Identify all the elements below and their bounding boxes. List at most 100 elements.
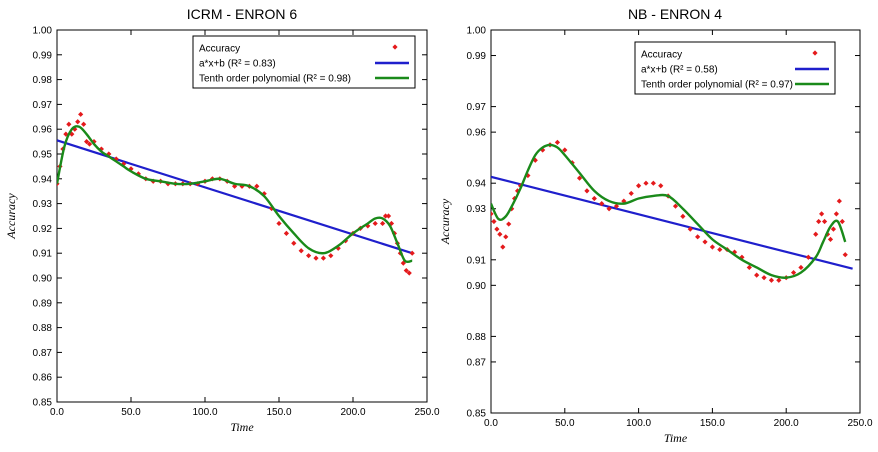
accuracy-point xyxy=(382,213,389,219)
accuracy-point xyxy=(687,226,693,232)
accuracy-point xyxy=(306,253,312,259)
accuracy-point xyxy=(813,231,819,237)
y-tick-label: 0.93 xyxy=(467,204,487,215)
polynomial-fit-line xyxy=(57,125,413,264)
x-tick-label: 150.0 xyxy=(700,418,725,429)
accuracy-point xyxy=(695,234,701,240)
accuracy-point xyxy=(636,183,642,189)
accuracy-point xyxy=(491,211,494,217)
y-tick-label: 0.92 xyxy=(33,224,53,235)
accuracy-point xyxy=(613,203,620,209)
accuracy-point xyxy=(754,272,760,278)
y-tick-label: 0.91 xyxy=(33,249,53,260)
plot-frame xyxy=(56,29,428,403)
accuracy-point xyxy=(591,195,597,202)
x-tick-label: 200.0 xyxy=(340,407,365,418)
accuracy-point xyxy=(746,264,752,271)
legend-label: Accuracy xyxy=(199,44,240,55)
y-tick-label: 0.98 xyxy=(33,75,53,86)
x-tick-label: 100.0 xyxy=(626,418,651,429)
accuracy-point xyxy=(836,198,842,204)
accuracy-point xyxy=(599,201,605,207)
accuracy-point xyxy=(658,183,664,189)
y-tick-label: 0.90 xyxy=(467,281,487,292)
x-tick-label: 50.0 xyxy=(555,418,575,429)
accuracy-point xyxy=(532,157,538,163)
series-layer xyxy=(57,111,415,276)
accuracy-point xyxy=(298,248,304,254)
legend-marker xyxy=(392,44,398,50)
y-axis-label: Accuracy xyxy=(4,193,18,240)
accuracy-point xyxy=(805,254,811,260)
y-tick-label: 0.88 xyxy=(467,332,487,343)
y-tick-label: 0.89 xyxy=(33,298,53,309)
accuracy-point xyxy=(328,253,334,259)
accuracy-point xyxy=(403,267,409,274)
y-tick-label: 0.88 xyxy=(33,323,53,334)
accuracy-point xyxy=(283,230,289,236)
accuracy-point xyxy=(525,172,531,179)
accuracy-point xyxy=(406,270,412,276)
x-tick-label: 250.0 xyxy=(414,407,439,418)
legend-label: Tenth order polynomial (R² = 0.98) xyxy=(199,74,351,85)
legend-label: Tenth order polynomial (R² = 0.97) xyxy=(641,80,793,91)
accuracy-point xyxy=(776,277,782,283)
accuracy-point xyxy=(291,240,297,246)
accuracy-point xyxy=(75,119,81,125)
accuracy-point xyxy=(313,255,319,261)
accuracy-point xyxy=(497,231,503,237)
x-tick-label: 0.0 xyxy=(50,407,64,418)
accuracy-point xyxy=(86,141,93,147)
accuracy-point xyxy=(335,245,341,251)
accuracy-point xyxy=(830,226,837,232)
y-tick-label: 0.87 xyxy=(467,357,487,368)
y-tick-label: 0.85 xyxy=(467,409,487,420)
accuracy-point xyxy=(628,190,634,197)
accuracy-point xyxy=(506,221,512,227)
y-tick-label: 0.86 xyxy=(33,373,53,384)
accuracy-point xyxy=(839,218,845,225)
y-tick-label: 1.00 xyxy=(467,26,487,37)
legend-label: a*x+b (R² = 0.58) xyxy=(641,65,718,76)
y-tick-label: 0.94 xyxy=(33,174,53,185)
y-tick-label: 0.93 xyxy=(33,199,53,210)
accuracy-point xyxy=(494,226,500,232)
polynomial-fit-line xyxy=(491,143,847,279)
x-axis-label: Time xyxy=(664,431,688,445)
accuracy-point xyxy=(842,252,848,258)
x-axis-label: Time xyxy=(230,420,254,434)
y-tick-label: 0.87 xyxy=(33,348,53,359)
accuracy-point xyxy=(739,254,745,260)
x-tick-label: 100.0 xyxy=(192,407,217,418)
accuracy-point xyxy=(709,244,715,250)
y-tick-label: 0.99 xyxy=(467,51,487,62)
y-tick-label: 0.97 xyxy=(467,102,487,113)
accuracy-point xyxy=(827,236,834,242)
accuracy-point xyxy=(643,180,649,186)
y-axis-label: Accuracy xyxy=(438,198,452,245)
accuracy-point xyxy=(680,213,686,219)
accuracy-point xyxy=(833,211,839,217)
accuracy-point xyxy=(761,275,767,281)
accuracy-point xyxy=(790,269,797,276)
x-tick-label: 50.0 xyxy=(121,407,141,418)
accuracy-point xyxy=(491,218,497,225)
y-tick-label: 0.96 xyxy=(33,125,53,136)
accuracy-point xyxy=(768,277,775,283)
accuracy-point xyxy=(254,183,260,189)
accuracy-point xyxy=(702,239,708,245)
legend-marker xyxy=(812,50,818,56)
series-layer xyxy=(491,139,853,283)
accuracy-point xyxy=(500,244,506,250)
accuracy-point xyxy=(606,206,612,212)
chart-2: NB - ENRON 4 0.85 0.87 0.88 0.90 0.91 0.93 0.94… xyxy=(438,6,873,445)
accuracy-point xyxy=(66,121,72,127)
accuracy-point xyxy=(372,220,378,227)
accuracy-point xyxy=(81,121,87,127)
legend: Accuracy a*x+b (R² = 0.58) Tenth order pol… xyxy=(634,41,836,95)
chart-title: NB - ENRON 4 xyxy=(628,6,722,22)
accuracy-point xyxy=(269,205,275,212)
accuracy-point xyxy=(84,139,90,145)
legend-label: Accuracy xyxy=(641,50,682,61)
y-tick-label: 0.95 xyxy=(33,150,53,161)
